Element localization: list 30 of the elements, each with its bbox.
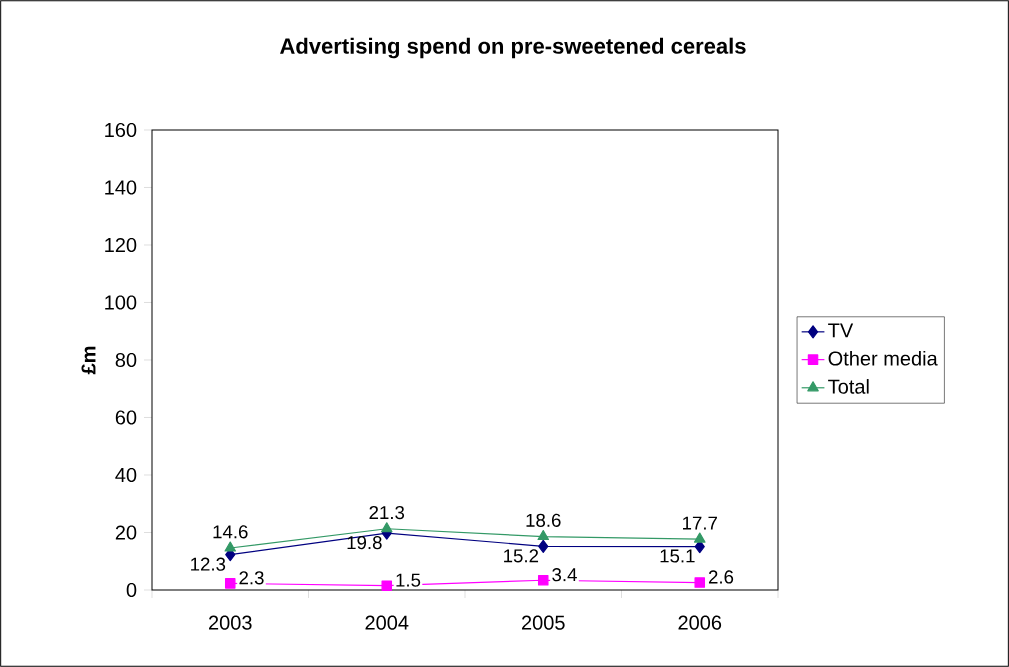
data-label: 12.3 <box>191 557 226 571</box>
x-tick-label: 2006 <box>678 615 722 630</box>
x-tick-label: 2003 <box>209 615 252 630</box>
x-tick-label: 2005 <box>522 615 565 630</box>
data-label: 14.6 <box>213 525 248 539</box>
y-tick-label: 160 <box>105 122 137 138</box>
y-tick-label: 40 <box>115 467 137 483</box>
data-label: 2.3 <box>239 571 264 585</box>
y-axis-title: £m <box>81 346 96 375</box>
data-label: 15.2 <box>504 549 539 563</box>
y-tick-label: 120 <box>105 237 137 253</box>
data-label: 2.6 <box>708 570 734 584</box>
y-tick-label: 140 <box>105 180 137 195</box>
legend-label: TV <box>828 323 854 338</box>
data-label: 15.1 <box>660 549 695 563</box>
data-label: 3.4 <box>552 568 577 582</box>
data-label: 19.8 <box>347 535 382 550</box>
y-tick-label: 60 <box>115 410 137 425</box>
y-tick-label: 100 <box>105 295 137 310</box>
chart-title: Advertising spend on pre-sweetened cereals <box>280 37 746 59</box>
data-label: 17.7 <box>683 516 717 530</box>
data-label: 18.6 <box>526 513 561 527</box>
data-label: 1.5 <box>396 573 421 587</box>
y-tick-label: 20 <box>115 525 137 540</box>
data-label: 21.3 <box>369 505 405 520</box>
legend-label: Total <box>828 379 869 394</box>
y-tick-label: 80 <box>115 352 137 368</box>
legend-label: Other media <box>828 350 938 366</box>
x-tick-label: 2004 <box>365 615 409 630</box>
y-tick-label: 0 <box>126 582 137 598</box>
